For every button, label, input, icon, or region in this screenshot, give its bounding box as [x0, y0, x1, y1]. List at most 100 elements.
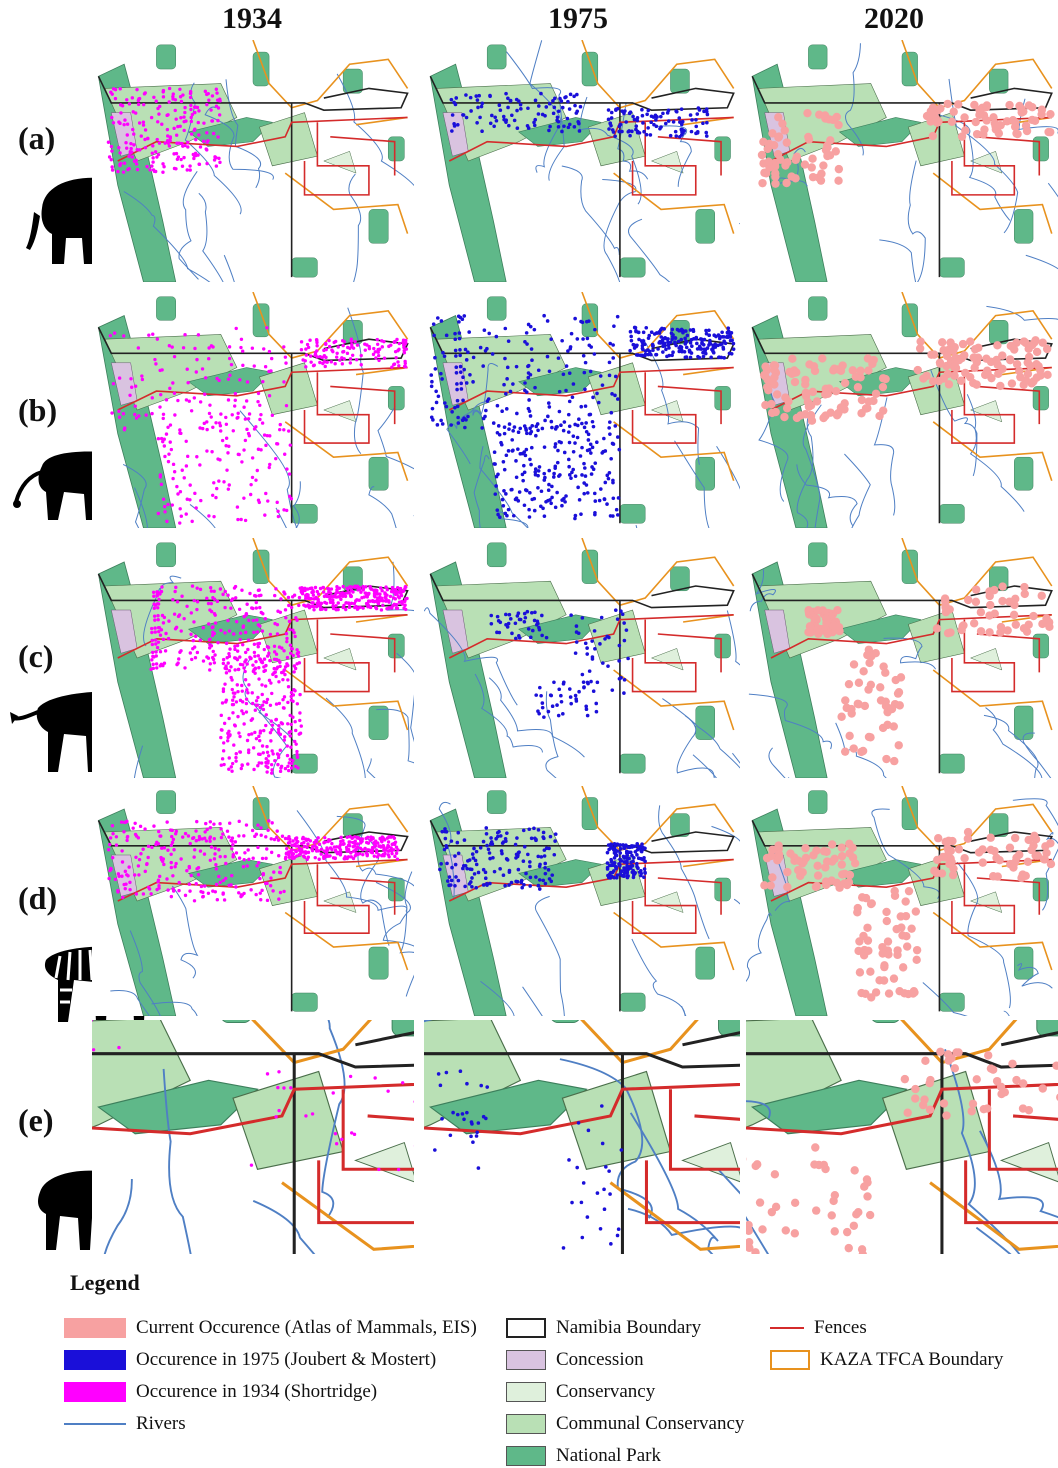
- occurrence-dot: [205, 655, 209, 659]
- occurrence-dot: [390, 851, 394, 856]
- occurrence-dot: [214, 87, 219, 91]
- occurrence-dot: [153, 618, 157, 622]
- occurrence-dot: [241, 865, 246, 869]
- occurrence-dot: [456, 415, 460, 420]
- occurrence-dot: [648, 133, 653, 137]
- occurrence-dot: [308, 354, 313, 358]
- occurrence-dot: [150, 396, 154, 400]
- occurrence-dot: [871, 389, 881, 398]
- occurrence-dot: [236, 517, 240, 522]
- occurrence-dot: [130, 155, 135, 159]
- occurrence-dot: [390, 585, 395, 590]
- map-content: [746, 1020, 1058, 1254]
- occurrence-dot: [329, 360, 334, 364]
- occurrence-dot: [503, 836, 508, 841]
- occurrence-dot: [161, 416, 165, 421]
- occurrence-dot: [444, 333, 449, 338]
- occurrence-dot: [212, 661, 217, 665]
- occurrence-dot: [176, 661, 180, 665]
- occurrence-dot: [295, 702, 300, 706]
- occurrence-dot: [242, 722, 246, 726]
- occurrence-dot: [216, 118, 220, 123]
- occurrence-dot: [1008, 116, 1018, 125]
- occurrence-dot: [622, 846, 627, 851]
- occurrence-dot: [530, 423, 535, 428]
- occurrence-dot: [645, 112, 649, 117]
- occurrence-dot: [830, 364, 839, 373]
- occurrence-dot: [150, 164, 154, 168]
- occurrence-dot: [286, 429, 291, 433]
- occurrence-dot: [268, 884, 273, 888]
- occurrence-dot: [450, 129, 454, 133]
- occurrence-dot: [837, 843, 847, 852]
- occurrence-dot: [159, 436, 164, 441]
- occurrence-dot: [581, 1181, 586, 1185]
- occurrence-dot: [260, 888, 264, 893]
- occurrence-dot: [1036, 371, 1045, 380]
- occurrence-dot: [658, 339, 662, 344]
- occurrence-dot: [443, 836, 448, 841]
- occurrence-dot: [210, 119, 214, 123]
- occurrence-dot: [629, 850, 633, 855]
- occurrence-dot: [252, 630, 256, 635]
- occurrence-dot: [1021, 376, 1031, 385]
- occurrence-dot: [257, 860, 261, 865]
- occurrence-dot: [276, 514, 281, 519]
- occurrence-dot: [1024, 835, 1033, 845]
- occurrence-dot: [607, 127, 611, 131]
- occurrence-dot: [890, 886, 899, 896]
- occurrence-dot: [342, 603, 346, 608]
- occurrence-dot: [574, 630, 579, 634]
- occurrence-dot: [453, 405, 457, 410]
- occurrence-dot: [395, 337, 399, 342]
- occurrence-dot: [823, 629, 832, 639]
- occurrence-dot: [117, 409, 121, 414]
- occurrence-dot: [781, 161, 790, 170]
- occurrence-dot: [966, 337, 975, 346]
- occurrence-dot: [439, 319, 444, 323]
- occurrence-dot: [632, 343, 637, 347]
- occurrence-dot: [113, 96, 118, 101]
- occurrence-dot: [676, 339, 681, 344]
- occurrence-dot: [521, 859, 526, 864]
- occurrence-dot: [92, 1020, 93, 1022]
- occurrence-dot: [503, 511, 508, 516]
- occurrence-dot: [153, 638, 158, 642]
- occurrence-dot: [305, 342, 310, 347]
- occurrence-dot: [519, 880, 524, 885]
- occurrence-dot: [607, 373, 612, 378]
- occurrence-dot: [286, 764, 290, 768]
- occurrence-dot: [155, 594, 159, 598]
- legend-item-fences: Fences: [770, 1316, 867, 1340]
- occurrence-dot: [269, 876, 273, 880]
- occurrence-dot: [492, 869, 497, 874]
- occurrence-dot: [493, 115, 498, 120]
- occurrence-dot: [208, 836, 212, 841]
- occurrence-dot: [205, 161, 209, 166]
- legend-swatch-communal-conservancy: [506, 1414, 546, 1434]
- occurrence-dot: [542, 514, 547, 518]
- occurrence-dot: [882, 907, 891, 917]
- occurrence-dot: [221, 661, 226, 666]
- occurrence-dot: [689, 129, 694, 134]
- occurrence-dot: [990, 609, 999, 618]
- occurrence-dot: [876, 683, 885, 692]
- occurrence-dot: [166, 141, 170, 145]
- occurrence-dot: [680, 130, 684, 134]
- occurrence-dot: [546, 414, 550, 419]
- occurrence-dot: [442, 354, 447, 359]
- occurrence-dot: [555, 703, 559, 707]
- occurrence-dot: [196, 333, 201, 337]
- occurrence-dot: [155, 602, 160, 606]
- occurrence-dot: [225, 829, 230, 833]
- occurrence-dot: [969, 353, 978, 362]
- occurrence-dot: [258, 403, 262, 407]
- occurrence-dot: [223, 605, 227, 610]
- occurrence-dot: [109, 158, 113, 162]
- occurrence-dot: [193, 110, 197, 115]
- occurrence-dot: [268, 703, 273, 707]
- occurrence-dot: [297, 853, 301, 857]
- occurrence-dot: [274, 1115, 278, 1119]
- occurrence-dots-2020: [746, 1047, 1058, 1254]
- occurrence-dot: [607, 470, 612, 475]
